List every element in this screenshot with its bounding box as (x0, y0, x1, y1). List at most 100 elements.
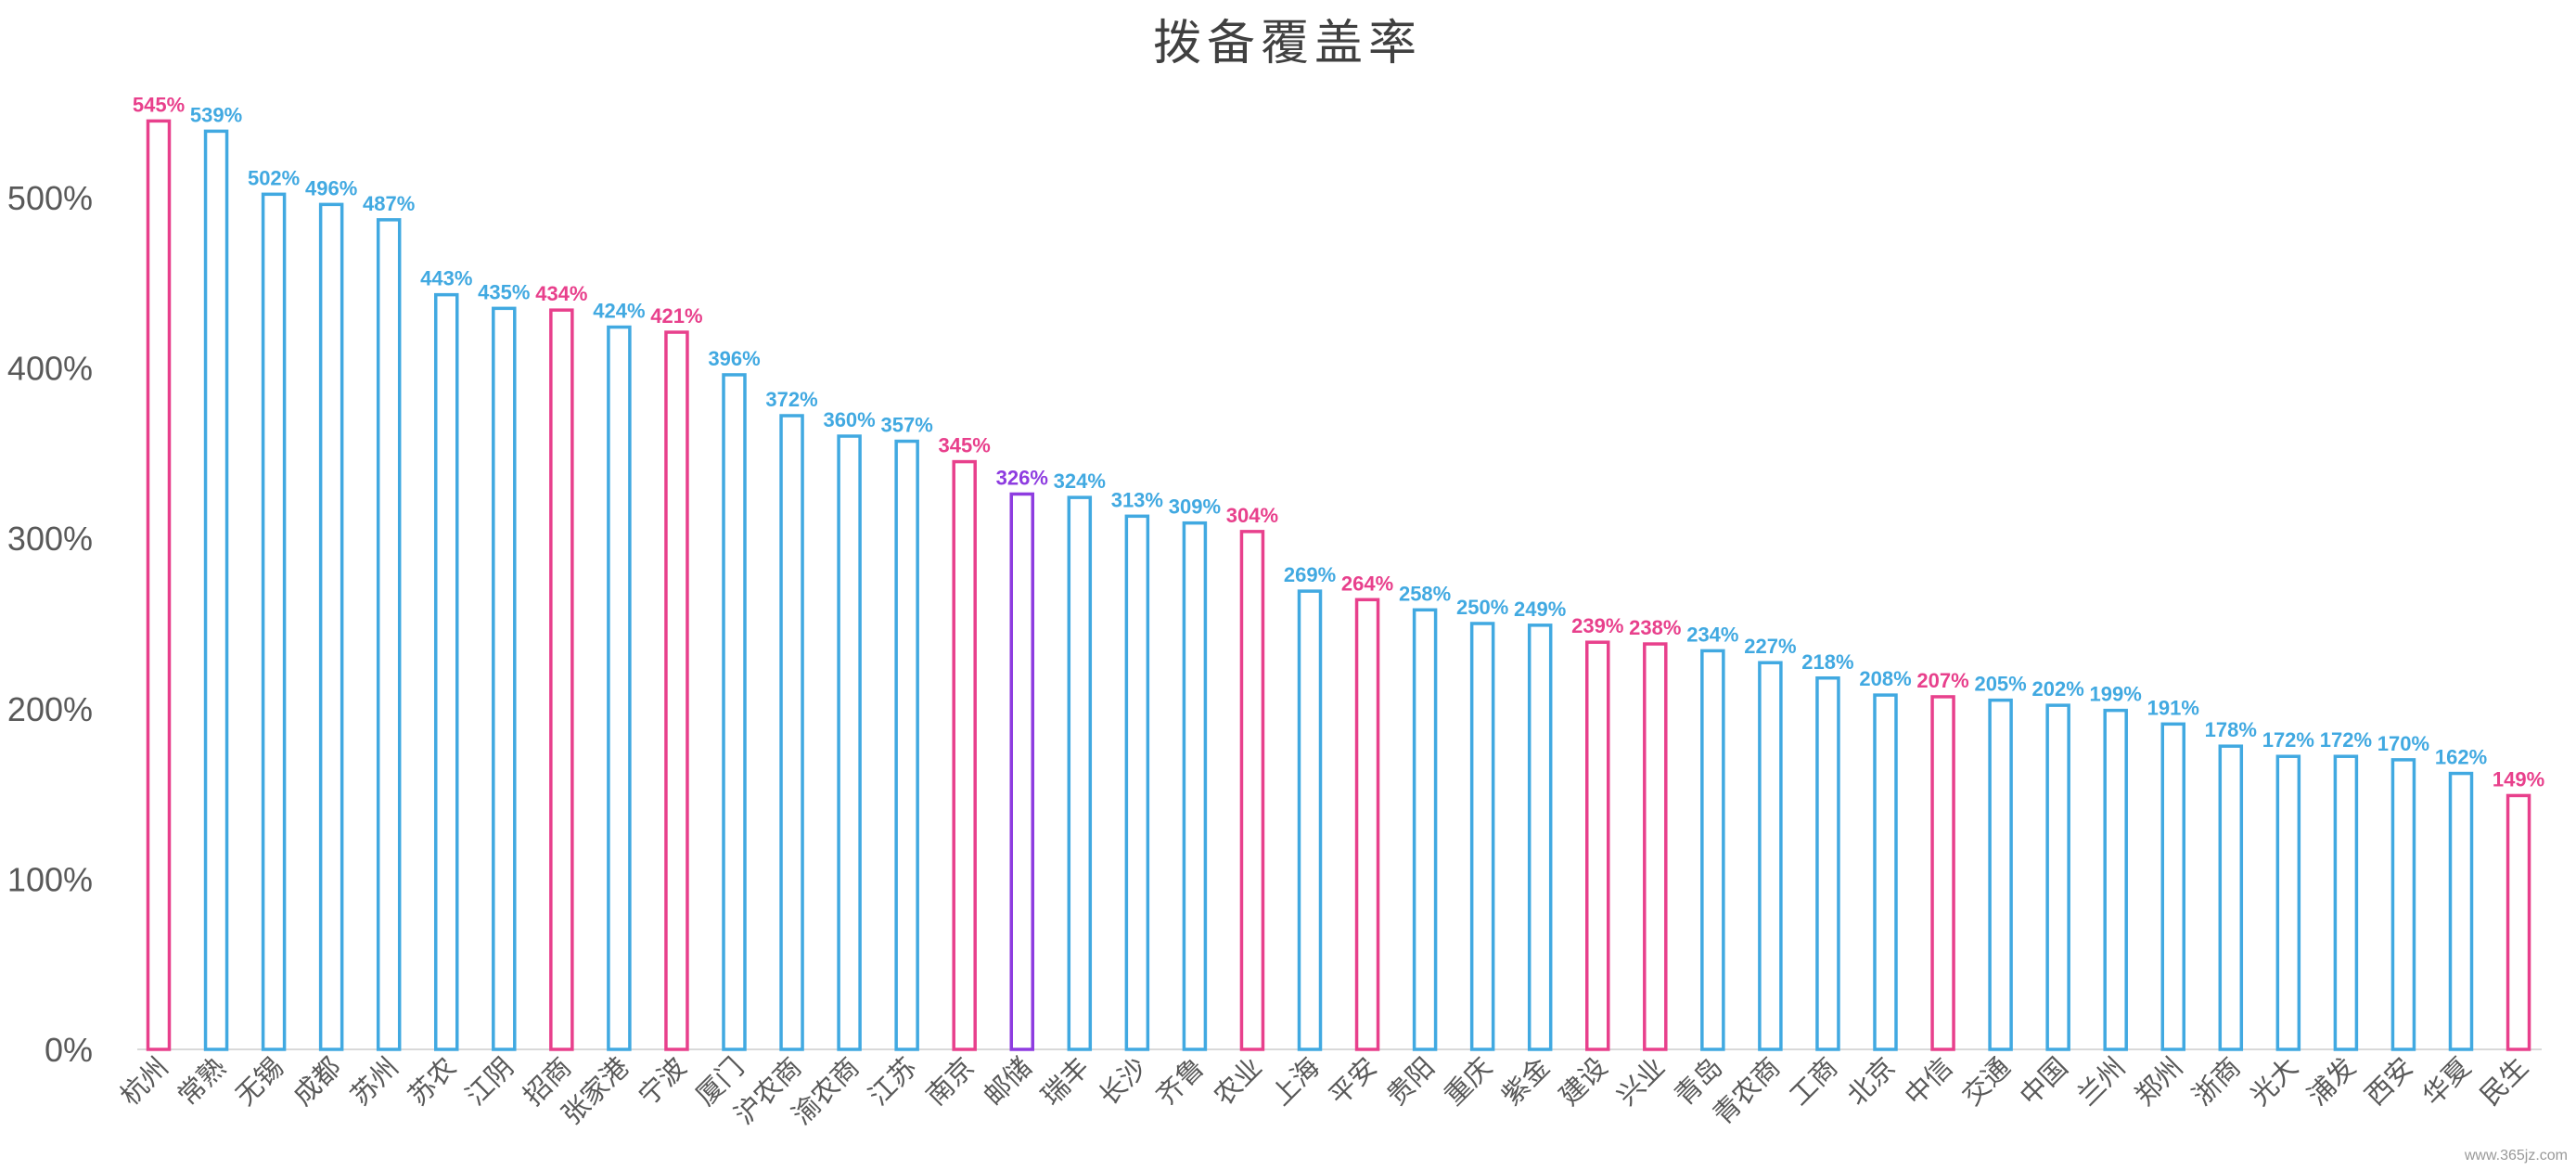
bar (2333, 754, 2359, 1051)
bar (1815, 676, 1840, 1051)
bar (318, 202, 344, 1051)
data-label: 443% (420, 267, 472, 290)
watermark: www.365jz.com (2464, 1148, 2568, 1164)
x-tick-label: 兰州 (2071, 1051, 2132, 1112)
bar (549, 308, 574, 1051)
data-label: 258% (1399, 582, 1451, 605)
x-tick-label: 苏州 (344, 1051, 404, 1112)
x-tick-label: 南京 (920, 1051, 980, 1112)
x-tick-label: 青农商 (1707, 1051, 1787, 1131)
bar (1354, 598, 1380, 1051)
data-label: 304% (1226, 504, 1278, 527)
bar (1643, 642, 1668, 1051)
bar (492, 306, 517, 1051)
data-label: 357% (881, 414, 933, 437)
x-tick-label: 杭州 (114, 1051, 174, 1112)
x-tick-label: 郑州 (2129, 1051, 2189, 1112)
x-tick-label: 上海 (1265, 1051, 1326, 1112)
bar (1527, 624, 1553, 1051)
x-tick-label: 邮储 (978, 1051, 1038, 1112)
data-label: 178% (2205, 718, 2257, 741)
x-tick-label: 江苏 (863, 1051, 923, 1112)
data-label: 487% (363, 192, 415, 215)
bar (2275, 754, 2301, 1051)
x-tick-label: 重庆 (1438, 1051, 1498, 1112)
data-label: 326% (996, 466, 1048, 489)
data-label: 172% (2262, 728, 2314, 752)
x-tick-label: 长沙 (1093, 1051, 1153, 1112)
x-tick-label: 光大 (2244, 1051, 2304, 1112)
x-tick-label: 民生 (2474, 1051, 2534, 1112)
x-tick-label: 贵阳 (1380, 1051, 1441, 1112)
bar (837, 434, 862, 1051)
data-label: 421% (650, 304, 702, 328)
bar (1873, 693, 1898, 1051)
data-label: 227% (1744, 635, 1796, 658)
x-tick-label: 江阴 (459, 1051, 519, 1112)
bar (203, 129, 229, 1051)
bar (1297, 589, 1323, 1051)
bar (1469, 622, 1495, 1051)
bar (2390, 758, 2416, 1051)
y-tick-label: 100% (7, 860, 93, 898)
bar (607, 325, 632, 1051)
x-tick-label: 浦发 (2301, 1051, 2362, 1112)
x-tick-label: 华夏 (2416, 1051, 2477, 1112)
bar (1412, 608, 1438, 1051)
data-label: 207% (1916, 669, 1968, 692)
x-tick-label: 成都 (287, 1051, 347, 1112)
bar (2218, 744, 2244, 1051)
data-label: 496% (305, 176, 357, 199)
x-tick-label: 兴业 (1610, 1051, 1671, 1112)
bar (1988, 698, 2013, 1051)
x-tick-label: 无锡 (229, 1051, 289, 1112)
x-tick-label: 北京 (1840, 1051, 1901, 1112)
data-label: 239% (1571, 614, 1623, 637)
bar-series (146, 119, 2531, 1051)
x-axis: 杭州常熟无锡成都苏州苏农江阴招商张家港宁波厦门沪农商渝农商江苏南京邮储瑞丰长沙齐… (114, 1051, 2534, 1131)
data-label: 435% (478, 280, 530, 303)
data-label: 313% (1111, 488, 1163, 511)
x-tick-label: 中国 (2014, 1051, 2074, 1112)
data-label: 424% (593, 300, 645, 323)
data-label: 191% (2147, 696, 2199, 719)
data-label: 324% (1054, 469, 1106, 493)
data-label: 238% (1629, 616, 1681, 639)
y-tick-label: 300% (7, 520, 93, 558)
data-label: 502% (248, 166, 300, 189)
data-label: 172% (2320, 728, 2372, 752)
bar (722, 373, 747, 1051)
bar (376, 218, 402, 1051)
data-label: 199% (2090, 683, 2142, 706)
bar (1758, 661, 1783, 1051)
x-tick-label: 交通 (1955, 1051, 2016, 1112)
bar (1239, 530, 1265, 1051)
data-label: 269% (1284, 563, 1336, 586)
x-tick-label: 建设 (1553, 1051, 1613, 1112)
bar (2506, 793, 2531, 1051)
bar (1182, 521, 1208, 1051)
x-tick-label: 张家港 (556, 1051, 635, 1131)
x-tick-label: 宁波 (632, 1051, 692, 1112)
x-tick-label: 浙商 (2186, 1051, 2247, 1112)
data-label: 205% (1974, 673, 2026, 696)
bar (2160, 722, 2185, 1051)
chart-title: 拨备覆盖率 (1153, 16, 1422, 71)
data-label: 372% (765, 388, 817, 411)
bar (2045, 703, 2070, 1051)
bar (2103, 708, 2128, 1051)
y-tick-label: 0% (45, 1031, 93, 1069)
data-label: 264% (1341, 572, 1393, 595)
data-label: 218% (1801, 650, 1853, 674)
data-labels: 545% 539% 502% 496% 487% 443% 435% 434% 424% 421%… (133, 93, 2544, 791)
x-tick-label: 中信 (1898, 1051, 1958, 1112)
bar (1009, 492, 1034, 1051)
bar (1700, 649, 1725, 1051)
bar (1585, 640, 1610, 1051)
bar (146, 119, 172, 1051)
bar (1124, 514, 1150, 1051)
x-tick-label: 苏农 (402, 1051, 462, 1112)
data-label: 249% (1514, 598, 1566, 621)
x-tick-label: 农业 (1208, 1051, 1268, 1112)
